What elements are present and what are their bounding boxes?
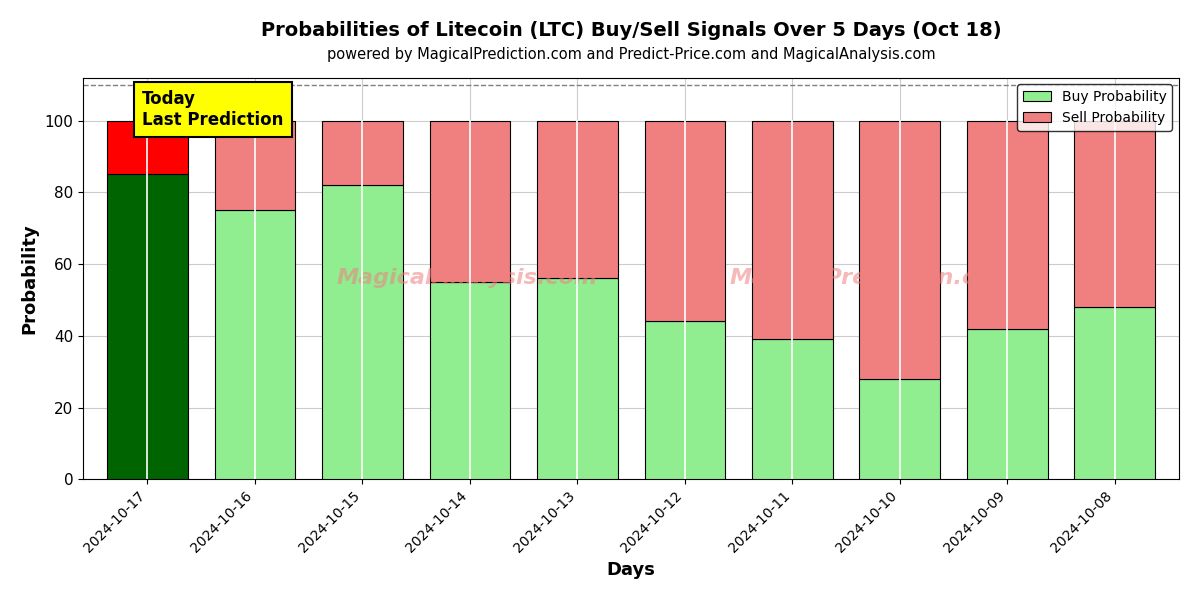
Bar — [322, 121, 403, 185]
Bar — [215, 210, 295, 479]
Title: Probabilities of Litecoin (LTC) Buy/Sell Signals Over 5 Days (Oct 18): Probabilities of Litecoin (LTC) Buy/Sell… — [260, 21, 1001, 40]
Bar — [644, 322, 725, 479]
Text: Today
Last Prediction: Today Last Prediction — [142, 90, 283, 129]
Bar — [107, 175, 187, 479]
Bar — [430, 121, 510, 282]
Bar — [752, 121, 833, 340]
Text: powered by MagicalPrediction.com and Predict-Price.com and MagicalAnalysis.com: powered by MagicalPrediction.com and Pre… — [326, 47, 935, 62]
Bar — [967, 329, 1048, 479]
Text: MagicalPrediction.com: MagicalPrediction.com — [730, 268, 1014, 289]
X-axis label: Days: Days — [607, 561, 655, 579]
Bar — [1074, 121, 1154, 307]
Y-axis label: Probability: Probability — [20, 223, 38, 334]
Bar — [538, 278, 618, 479]
Bar — [107, 121, 187, 175]
Bar — [322, 185, 403, 479]
Bar — [752, 340, 833, 479]
Bar — [1074, 307, 1154, 479]
Text: MagicalAnalysis.com: MagicalAnalysis.com — [336, 268, 598, 289]
Bar — [859, 379, 940, 479]
Bar — [538, 121, 618, 278]
Bar — [967, 121, 1048, 329]
Bar — [644, 121, 725, 322]
Bar — [215, 121, 295, 210]
Bar — [430, 282, 510, 479]
Legend: Buy Probability, Sell Probability: Buy Probability, Sell Probability — [1018, 85, 1172, 130]
Bar — [859, 121, 940, 379]
